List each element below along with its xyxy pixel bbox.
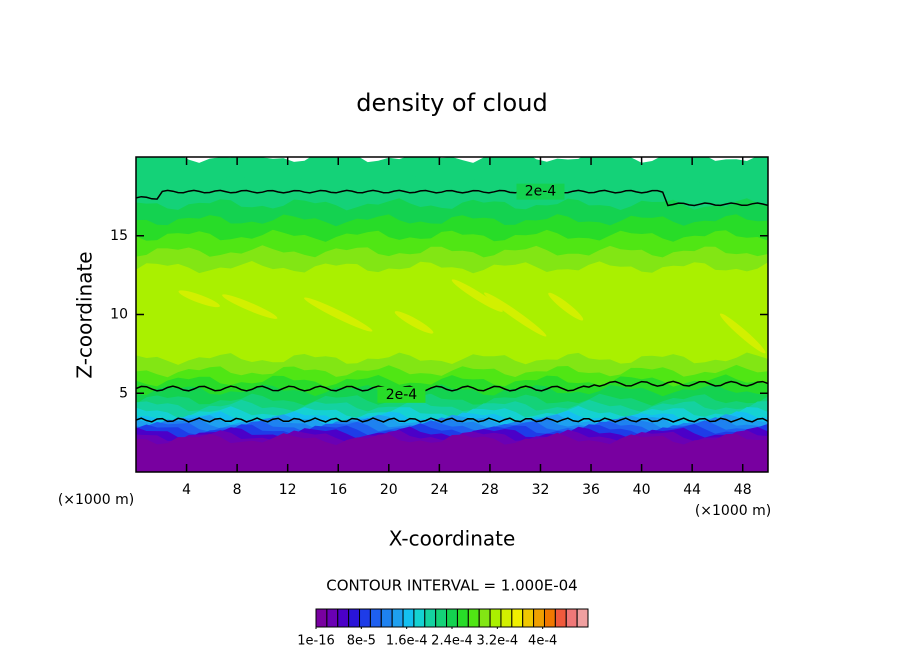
colorbar-label: 2.4e-4 bbox=[431, 634, 473, 649]
colorbar-box bbox=[446, 608, 458, 628]
colorbar-label: 1e-16 bbox=[297, 634, 335, 649]
colorbar-box bbox=[478, 608, 491, 628]
y-axis-label: Z-coordinate bbox=[73, 251, 97, 378]
colorbar-box bbox=[369, 608, 382, 628]
contour-patch bbox=[222, 294, 278, 319]
x-tick-label: 28 bbox=[481, 482, 499, 498]
contour-label-bg bbox=[516, 183, 565, 200]
colorbar-label: 8e-5 bbox=[347, 634, 376, 649]
colorbar-box bbox=[348, 608, 361, 628]
y-tick-label: 5 bbox=[119, 385, 128, 401]
contour-label-bg bbox=[377, 386, 426, 403]
x-tick-label: 40 bbox=[633, 482, 651, 498]
colorbar-box bbox=[554, 608, 567, 628]
colorbar-box bbox=[489, 608, 502, 628]
colorbar-box bbox=[402, 608, 415, 628]
x-tick-label: 8 bbox=[233, 482, 242, 498]
colorbar-box bbox=[424, 608, 437, 628]
contour-line bbox=[136, 189, 768, 207]
colorbar-box bbox=[413, 608, 426, 628]
contour-band bbox=[136, 432, 768, 472]
x-tick-label: 24 bbox=[430, 482, 448, 498]
x-tick-label: 16 bbox=[329, 482, 347, 498]
colorbar-box bbox=[326, 608, 339, 628]
colorbar-box bbox=[500, 608, 513, 628]
colorbar-box bbox=[359, 608, 371, 628]
x-tick-label: 48 bbox=[734, 482, 752, 498]
x-unit: (×1000 m) bbox=[695, 503, 771, 519]
x-tick-label: 32 bbox=[532, 482, 550, 498]
colorbar-label: 3.2e-4 bbox=[477, 634, 519, 649]
contour-patch bbox=[548, 292, 584, 321]
colorbar-label: 1.6e-4 bbox=[386, 634, 428, 649]
x-axis-label: X-coordinate bbox=[389, 527, 516, 551]
y-tick-label: 10 bbox=[110, 307, 128, 323]
colorbar-box bbox=[565, 608, 578, 628]
contour-patch bbox=[483, 292, 547, 337]
contour-patch bbox=[394, 311, 434, 334]
colorbar-box bbox=[533, 608, 545, 628]
contour-interval: CONTOUR INTERVAL = 1.000E-04 bbox=[326, 577, 577, 595]
y-unit: (×1000 m) bbox=[58, 492, 134, 508]
x-tick-label: 44 bbox=[683, 482, 701, 498]
colorbar-box bbox=[435, 608, 448, 628]
y-tick-label: 15 bbox=[110, 228, 128, 244]
colorbar-box bbox=[391, 608, 404, 628]
contour-patch bbox=[304, 297, 373, 332]
x-tick-label: 36 bbox=[582, 482, 600, 498]
contour-label: 2e-4 bbox=[525, 184, 557, 200]
colorbar-box bbox=[315, 608, 328, 628]
contour-label: 2e-4 bbox=[386, 387, 418, 403]
colorbar-box bbox=[511, 608, 524, 628]
colorbar-box bbox=[576, 608, 589, 628]
contour-line bbox=[136, 380, 768, 392]
x-tick-label: 20 bbox=[380, 482, 398, 498]
contour-line bbox=[136, 417, 768, 423]
contour-fill bbox=[136, 157, 768, 472]
contour-patch bbox=[178, 290, 220, 308]
x-tick-label: 12 bbox=[279, 482, 297, 498]
colorbar-box bbox=[543, 608, 556, 628]
chart-title: density of cloud bbox=[356, 89, 547, 117]
colorbar-box bbox=[456, 608, 469, 628]
colorbar-label: 4e-4 bbox=[528, 634, 557, 649]
colorbar-box bbox=[380, 608, 393, 628]
colorbar-box bbox=[467, 608, 480, 628]
contour-patch bbox=[719, 313, 766, 354]
contour-patch bbox=[451, 279, 503, 312]
x-tick-label: 4 bbox=[182, 482, 191, 498]
colorbar-box bbox=[337, 608, 350, 628]
colorbar-box bbox=[522, 608, 535, 628]
